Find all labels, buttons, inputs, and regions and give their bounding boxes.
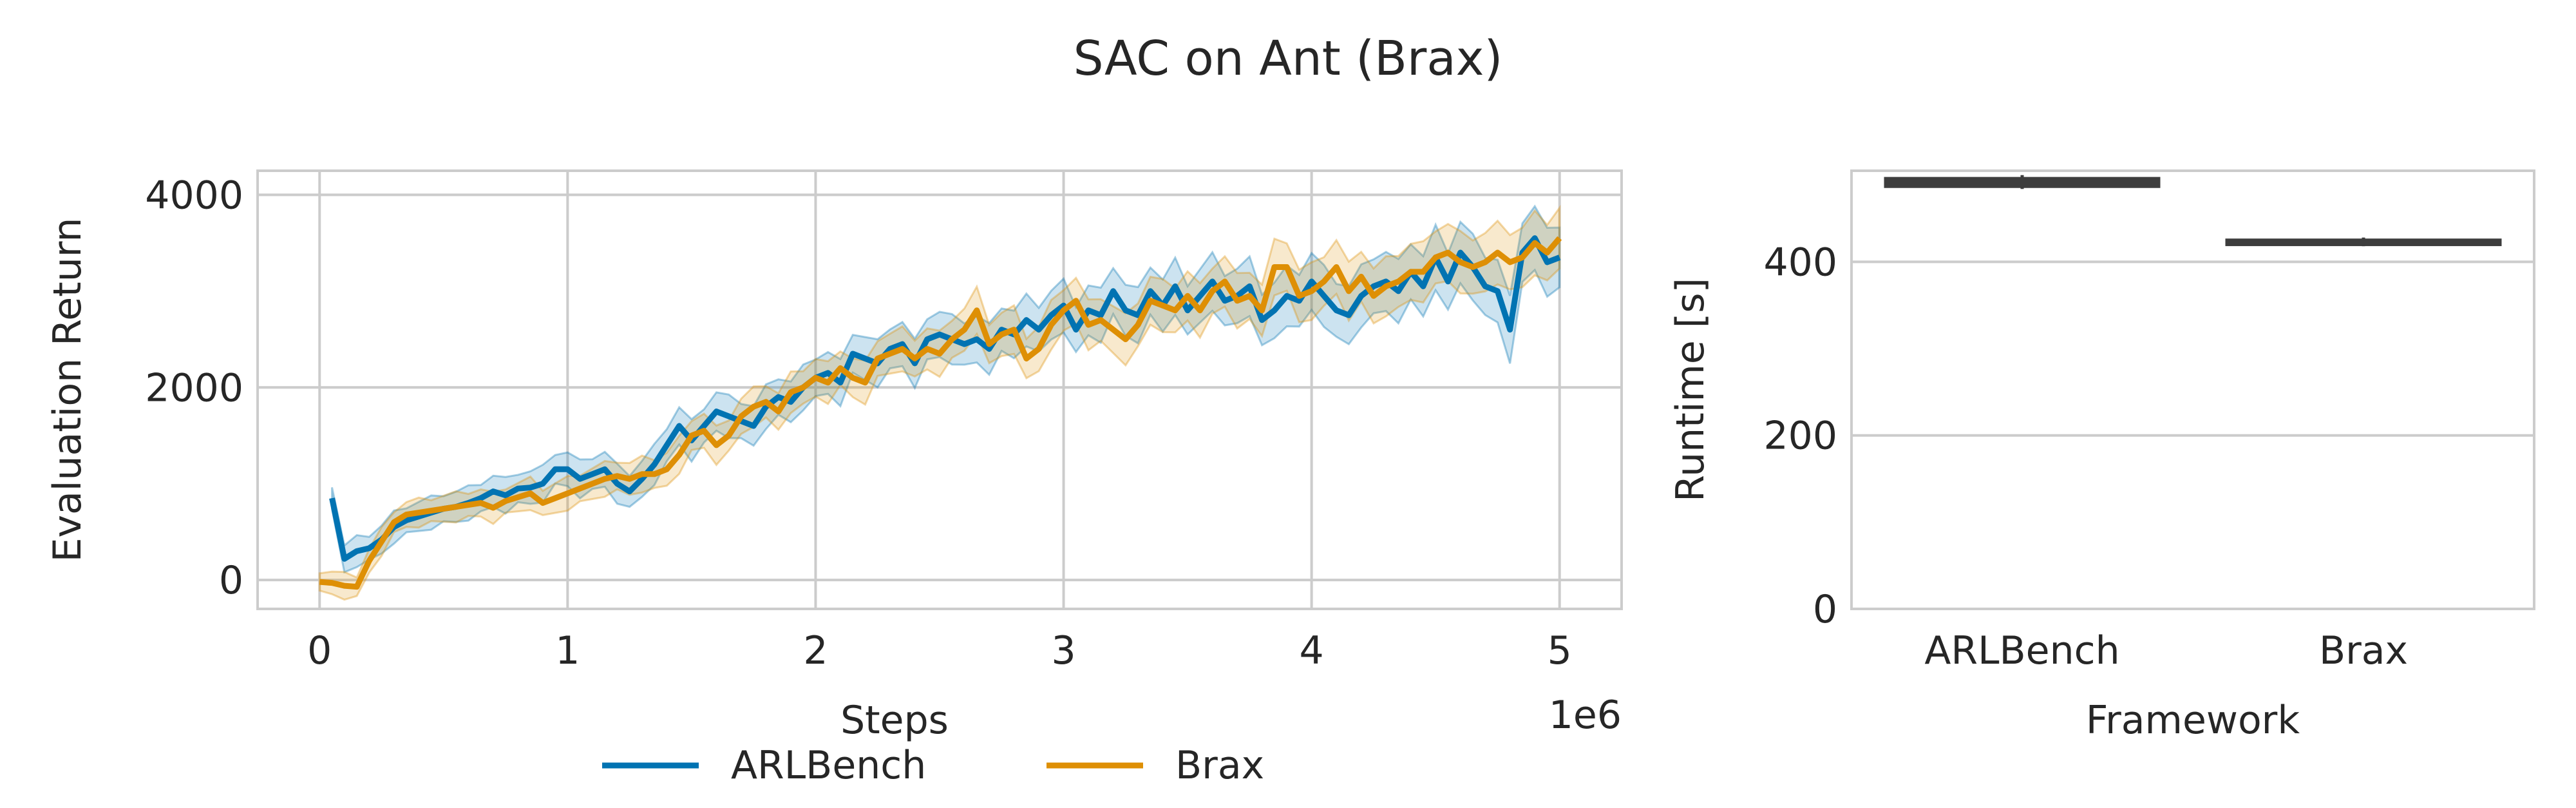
x-tick-label: ARLBench [1924, 628, 2119, 673]
x-offset-label: 1e6 [1549, 693, 1622, 738]
plot-frame [1850, 169, 2535, 610]
confidence-band-brax [318, 204, 1561, 601]
y-tick-label: 2000 [145, 365, 243, 410]
y-tick-label: 200 [1763, 414, 1837, 459]
y-tick-label: 0 [1813, 587, 1837, 632]
box-chart: 0 200 400 ARLBench Brax Framework Runtime [s] [1668, 169, 2535, 743]
x-tick-label: 1 [555, 628, 580, 673]
legend-label-brax: Brax [1175, 743, 1264, 788]
x-tick-label: 0 [307, 628, 332, 673]
x-tick-label: 3 [1051, 628, 1075, 673]
figure-title: SAC on Ant (Brax) [1073, 31, 1503, 86]
confidence-band-arlbench [331, 204, 1561, 574]
y-axis-label: Runtime [s] [1668, 278, 1713, 502]
x-axis-label: Steps [840, 698, 949, 743]
x-tick-label: 5 [1548, 628, 1572, 673]
legend-label-arlbench: ARLBench [731, 743, 926, 788]
x-axis-label: Framework [2086, 698, 2300, 743]
y-tick-label: 0 [219, 558, 243, 603]
y-axis-label: Evaluation Return [45, 218, 90, 563]
y-tick-label: 400 [1763, 240, 1837, 285]
y-tick-label: 4000 [145, 173, 243, 218]
x-tick-label: Brax [2319, 628, 2408, 673]
x-tick-label: 2 [803, 628, 828, 673]
line-chart: 0 1 2 3 4 5 0 2000 4000 Steps 1e6 Evaluation Return… [45, 169, 1623, 788]
x-tick-label: 4 [1300, 628, 1324, 673]
plot-frame [256, 169, 1623, 610]
series-line-brax [319, 236, 1562, 590]
series-line-arlbench [329, 235, 1561, 562]
